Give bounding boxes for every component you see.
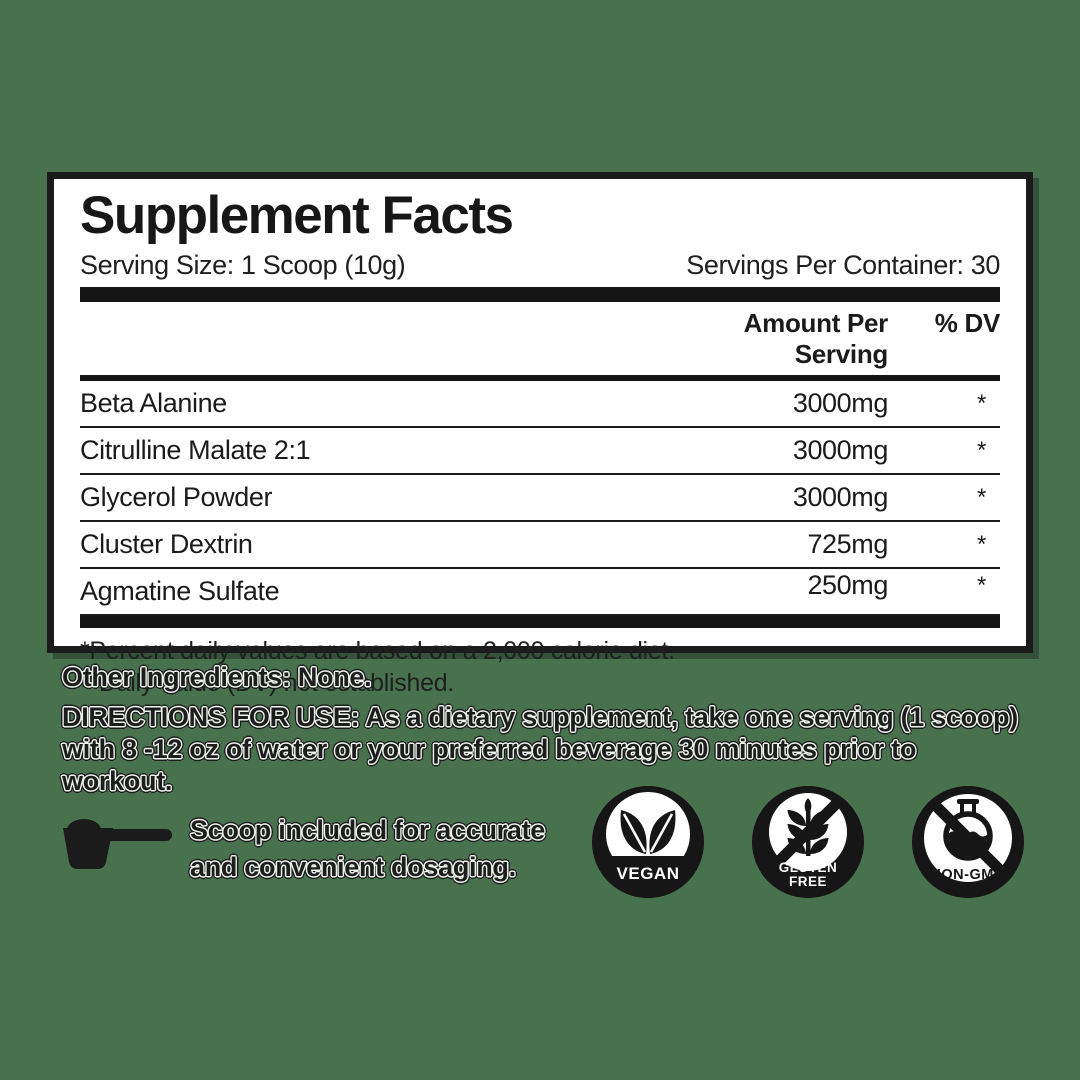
scoop-icon — [55, 808, 173, 874]
ingredient-amount: 250mg — [807, 570, 888, 600]
supplement-facts-panel: Supplement Facts Serving Size: 1 Scoop (… — [47, 172, 1033, 697]
servings-per-container: Servings Per Container: 30 — [686, 250, 1000, 280]
table-row: Agmatine Sulfate 250mg * — [80, 569, 1000, 616]
ingredient-name: Agmatine Sulfate — [80, 576, 280, 606]
other-ingredients-value: None. — [297, 662, 372, 692]
divider-medium — [80, 375, 1000, 381]
table-row: Beta Alanine 3000mg * — [80, 381, 1000, 428]
ingredient-name: Cluster Dextrin — [80, 529, 253, 559]
divider-thick-bottom — [80, 616, 1000, 628]
ingredient-dv: * — [977, 530, 986, 558]
gluten-free-badge: GLUTEN FREE — [752, 786, 864, 898]
serving-line: Serving Size: 1 Scoop (10g) Servings Per… — [80, 250, 1000, 281]
ingredient-dv: * — [977, 483, 986, 511]
directions-text: As a dietary supplement, take one servin… — [62, 702, 1018, 796]
scoop-note: Scoop included for accurate and convenie… — [190, 812, 545, 886]
gluten-label-line2: FREE — [788, 873, 827, 889]
footnote-dv-not-established: **Daily Value (DV) not established. — [80, 669, 454, 697]
non-gmo-badge-label: NON-GMO — [930, 866, 1006, 883]
ingredient-amount: 3000mg — [792, 482, 889, 512]
other-ingredients-label: Other Ingredients: — [62, 662, 291, 692]
non-gmo-badge: NON-GMO — [912, 786, 1024, 898]
vegan-badge-label: VEGAN — [616, 864, 680, 884]
ingredient-amount: 725mg — [807, 529, 888, 559]
ingredient-amount: 3000mg — [792, 435, 889, 465]
header-percent-dv: % DV — [934, 308, 1001, 338]
ingredient-name: Beta Alanine — [80, 388, 227, 418]
directions-for-use: DIRECTIONS FOR USE: As a dietary supplem… — [62, 702, 1030, 798]
gluten-label-line1: GLUTEN — [778, 859, 838, 875]
crossed-flask-icon — [912, 786, 1024, 898]
header-amount-per-serving: Amount Per Serving — [743, 308, 889, 369]
serving-size: Serving Size: 1 Scoop (10g) — [80, 250, 406, 280]
vegan-leaves-icon — [592, 786, 704, 898]
vegan-badge: VEGAN — [592, 786, 704, 898]
table-row: Cluster Dextrin 725mg * — [80, 522, 1000, 569]
panel-title: Supplement Facts — [80, 186, 514, 245]
table-row: Citrulline Malate 2:1 3000mg * — [80, 428, 1000, 475]
scoop-note-line2: and convenient dosaging. — [190, 851, 516, 882]
ingredient-name: Citrulline Malate 2:1 — [80, 435, 311, 465]
footnotes: *Percent daily values are based on a 2,0… — [80, 635, 1000, 699]
gluten-free-badge-label: GLUTEN FREE — [752, 859, 864, 889]
other-ingredients: Other Ingredients: None. — [62, 662, 372, 693]
footnote-daily-values: *Percent daily values are based on a 2,0… — [80, 637, 675, 665]
ingredient-name: Glycerol Powder — [80, 482, 273, 512]
crossed-wheat-icon — [752, 786, 864, 898]
ingredient-dv: * — [977, 436, 986, 464]
scoop-note-line1: Scoop included for accurate — [190, 815, 545, 845]
table-row: Glycerol Powder 3000mg * — [80, 475, 1000, 522]
ingredient-dv: * — [977, 389, 986, 417]
divider-thick-top — [80, 287, 1000, 302]
ingredient-dv: * — [977, 571, 986, 599]
ingredient-amount: 3000mg — [792, 388, 889, 418]
directions-label: DIRECTIONS FOR USE: — [62, 702, 360, 732]
table-header: Amount Per Serving % DV — [80, 302, 1001, 375]
